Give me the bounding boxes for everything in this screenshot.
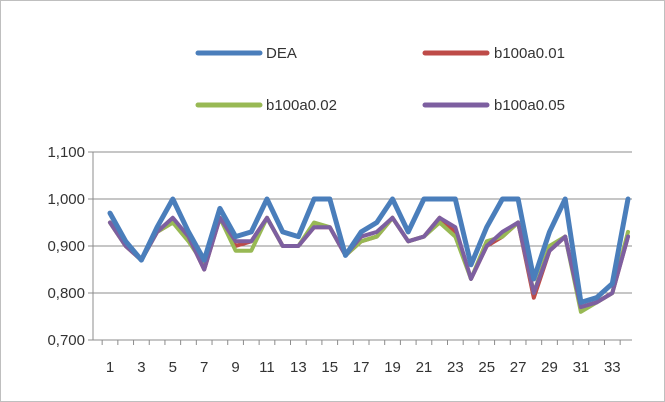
x-tick-label: 23 [447, 359, 464, 376]
legend-label: DEA [266, 45, 297, 62]
x-tick-label: 1 [106, 359, 114, 376]
y-tick-label: 0,800 [47, 285, 85, 302]
legend-item-b100a0-05: b100a0.05 [422, 97, 565, 114]
x-tick-label: 19 [384, 359, 401, 376]
legend: DEA b100a0.01 b100a0.02 b100a0.05 [195, 45, 565, 114]
legend-item-b100a0-02: b100a0.02 [195, 97, 337, 114]
x-tick-label: 27 [510, 359, 527, 376]
x-tick-label: 7 [200, 359, 208, 376]
x-tick-label: 13 [290, 359, 307, 376]
y-tick-label: 0,900 [47, 238, 85, 255]
y-tick-label: 1,100 [47, 144, 85, 161]
series-line-b100a0-05 [108, 215, 630, 310]
y-tick-label: 1,000 [47, 191, 85, 208]
x-tick-label: 5 [169, 359, 177, 376]
x-tick-label: 29 [541, 359, 558, 376]
x-tick-label: 3 [137, 359, 145, 376]
legend-item-b100a0-01: b100a0.01 [422, 45, 565, 62]
x-tick-label: 25 [478, 359, 495, 376]
legend-label: b100a0.05 [494, 97, 565, 114]
legend-label: b100a0.01 [494, 45, 565, 62]
y-tick-label: 0,700 [47, 332, 85, 349]
x-tick-label: 11 [259, 359, 275, 376]
x-tick-label: 9 [231, 359, 239, 376]
series-lines [107, 196, 631, 314]
x-tick-label: 21 [416, 359, 433, 376]
x-tick-label: 33 [604, 359, 621, 376]
x-tick-label: 31 [573, 359, 590, 376]
x-tick-label: 15 [321, 359, 338, 376]
series-line-dea [107, 196, 631, 305]
legend-item-dea: DEA [195, 45, 297, 62]
x-tick-label: 17 [353, 359, 370, 376]
legend-label: b100a0.02 [266, 97, 337, 114]
